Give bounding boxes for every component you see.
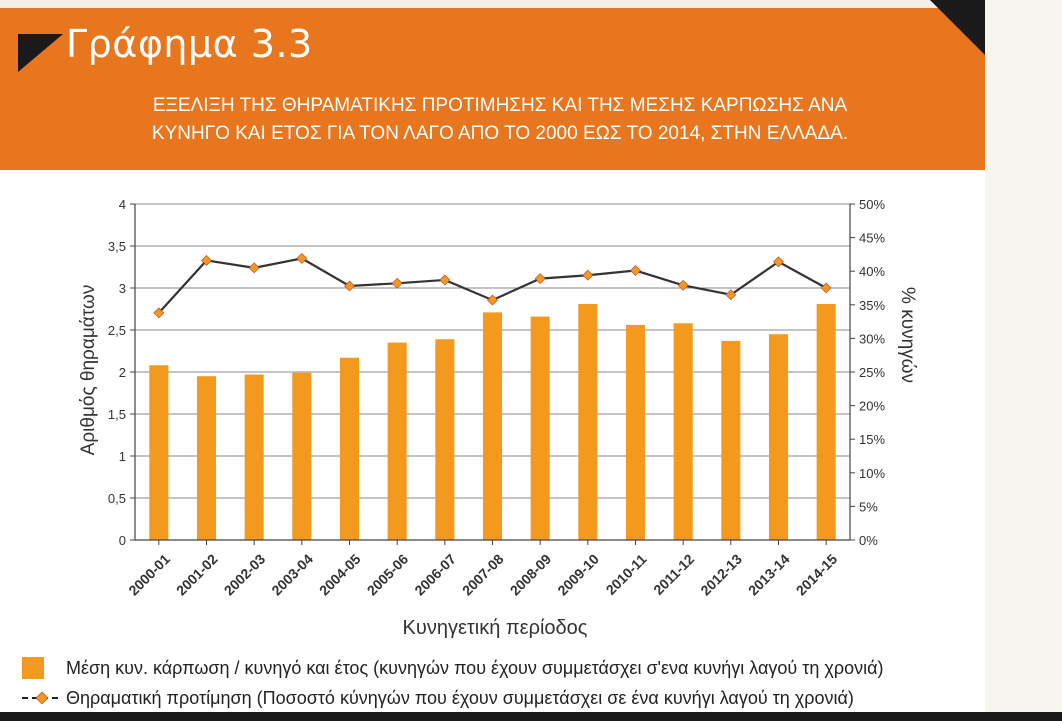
line-point (773, 256, 784, 268)
header-band (0, 8, 985, 170)
x-tick-label: 2009-10 (554, 551, 602, 599)
bar (673, 323, 693, 540)
subtitle-line-2: ΚΥΝΗΓΟ ΚΑΙ ΕΤΟΣ ΓΙΑ ΤΟΝ ΛΑΓΟ ΑΠΟ ΤΟ 2000… (151, 123, 849, 144)
line-point (296, 253, 308, 264)
x-tick-label: 2014-15 (793, 551, 841, 599)
bar (244, 374, 264, 540)
y2-tick-label: 0% (859, 533, 878, 548)
line-point (582, 269, 594, 281)
line-series (153, 253, 832, 319)
bar (768, 334, 789, 540)
y2-axis-label: % κυνηγών (897, 287, 918, 383)
y2-tick-label: 5% (859, 499, 878, 514)
line-point (487, 294, 498, 306)
line-point (820, 282, 832, 294)
bar (625, 324, 646, 540)
page-edge (985, 0, 1062, 721)
y-tick-label: 1,5 (108, 407, 126, 422)
y-tick-label: 0 (119, 533, 126, 548)
bar (387, 342, 407, 540)
bar (721, 340, 741, 540)
x-axis-label: Κυνηγετική περίοδος (403, 617, 588, 639)
y2-tick-label: 15% (859, 432, 885, 447)
x-tick-label: 2013-14 (745, 551, 793, 599)
x-tick-label: 2008-09 (507, 551, 555, 599)
chart-subtitle: ΕΞΕΛΙΞΗ ΤΗΣ ΘΗΡΑΜΑΤΙΚΗΣ ΠΡΟΤΙΜΗΣΗΣ ΚΑΙ Τ… (30, 92, 970, 148)
legend: Μέση κυν. κάρπωση / κυνηγό και έτος (κυν… (22, 653, 884, 713)
y2-tick-label: 30% (859, 331, 885, 346)
y2-tick-label: 40% (859, 264, 885, 279)
legend-item-line: Θηραματική προτίμηση (Ποσοστό κύνηγών πο… (22, 683, 884, 713)
subtitle-line-1: ΕΞΕΛΙΞΗ ΤΗΣ ΘΗΡΑΜΑΤΙΚΗΣ ΠΡΟΤΙΜΗΣΗΣ ΚΑΙ Τ… (152, 95, 848, 116)
bar (435, 339, 455, 540)
x-tick-label: 2001-02 (173, 551, 221, 599)
bar (292, 372, 312, 540)
x-tick-label: 2006-07 (411, 551, 459, 599)
bar (482, 312, 503, 540)
y-tick-label: 1 (119, 449, 126, 464)
corner-triangle (930, 0, 985, 55)
x-tick-label: 2005-06 (364, 551, 412, 599)
x-tick-label: 2003-04 (268, 551, 316, 599)
bar (149, 365, 169, 540)
x-tick-label: 2012-13 (697, 551, 745, 599)
legend-label-bars: Μέση κυν. κάρπωση / κυνηγό και έτος (κυν… (66, 657, 884, 678)
y-tick-label: 2 (119, 365, 126, 380)
x-tick-label: 2000-01 (125, 551, 173, 599)
y-tick-label: 0,5 (108, 491, 126, 506)
y2-tick-label: 35% (859, 298, 885, 313)
y-tick-label: 3 (119, 281, 126, 296)
right-axis-ticks: 0% 5% 10% 15% 20% 25% 30% 35% 40% 45% 50% (850, 197, 885, 548)
line-point (248, 262, 260, 274)
y2-tick-label: 25% (859, 365, 885, 380)
bar (578, 303, 598, 540)
line-point (534, 273, 546, 285)
chart: 0 0,5 1 1,5 2 2,5 3 3,5 4 0% 5% 10% 15% 20% 25% 30% 35%… (78, 197, 918, 639)
bar (196, 376, 217, 540)
x-tick-label: 2004-05 (316, 551, 364, 599)
y-tick-label: 2,5 (108, 323, 126, 338)
line-point (153, 307, 165, 319)
x-axis-ticks: 2000-01 2001-02 2002-03 2003-04 2004-05 2005-… (125, 540, 840, 598)
line-point (630, 265, 641, 276)
x-tick-label: 2011-12 (650, 551, 697, 598)
y-tick-label: 3,5 (108, 239, 126, 254)
legend-item-bars: Μέση κυν. κάρπωση / κυνηγό και έτος (κυν… (22, 653, 884, 683)
line-point (439, 274, 451, 286)
graph-title: Γράφημα 3.3 (66, 22, 313, 66)
y2-tick-label: 50% (859, 197, 885, 212)
line-point (391, 277, 403, 289)
bar (816, 303, 836, 540)
y2-tick-label: 10% (859, 466, 885, 481)
x-tick-label: 2007-08 (459, 551, 507, 599)
title-marker-icon (18, 34, 63, 72)
y2-tick-label: 20% (859, 399, 885, 414)
legend-label-line: Θηραματική προτίμηση (Ποσοστό κύνηγών πο… (66, 687, 854, 708)
line-point (344, 280, 355, 292)
bar (530, 316, 550, 540)
line-point (677, 279, 689, 291)
bar-series (149, 303, 836, 540)
bottom-strip (0, 712, 1062, 721)
y-tick-label: 4 (119, 197, 126, 212)
x-tick-label: 2010-11 (603, 551, 650, 598)
y2-tick-label: 45% (859, 231, 885, 246)
bar (339, 357, 360, 540)
y-axis-label: Αριθμός θηραμάτων (78, 285, 99, 456)
left-axis-ticks: 0 0,5 1 1,5 2 2,5 3 3,5 4 (108, 197, 135, 548)
x-tick-label: 2002-03 (221, 551, 269, 599)
line-point (201, 255, 212, 266)
line-marker-swatch-icon (22, 691, 62, 705)
line-point (725, 289, 737, 301)
bar-swatch-icon (22, 657, 44, 679)
